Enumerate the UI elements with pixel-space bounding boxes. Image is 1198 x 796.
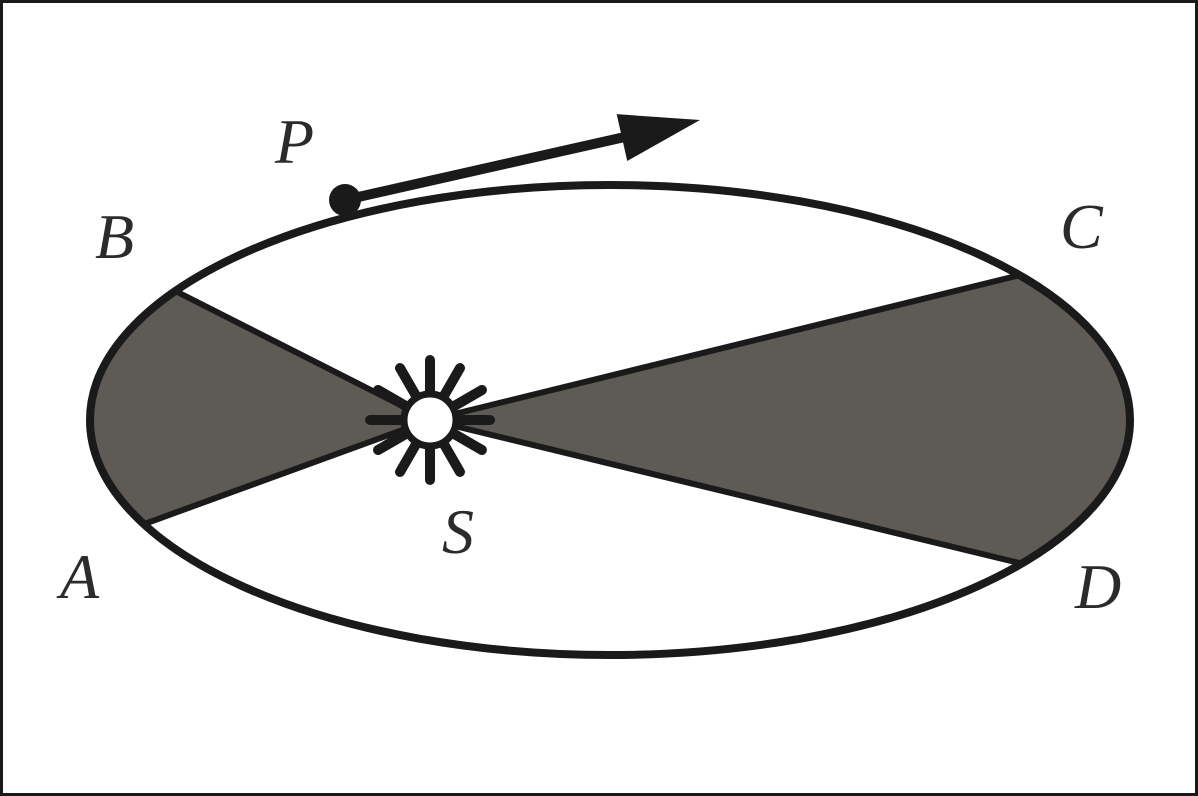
label-P: P	[275, 110, 314, 174]
label-D: D	[1075, 555, 1121, 619]
planet-marker	[329, 184, 361, 216]
sun-disc	[404, 394, 456, 446]
label-S: S	[442, 500, 474, 564]
label-A: A	[60, 545, 99, 609]
label-B: B	[95, 205, 134, 269]
label-C: C	[1060, 195, 1103, 259]
kepler-diagram	[0, 0, 1198, 796]
